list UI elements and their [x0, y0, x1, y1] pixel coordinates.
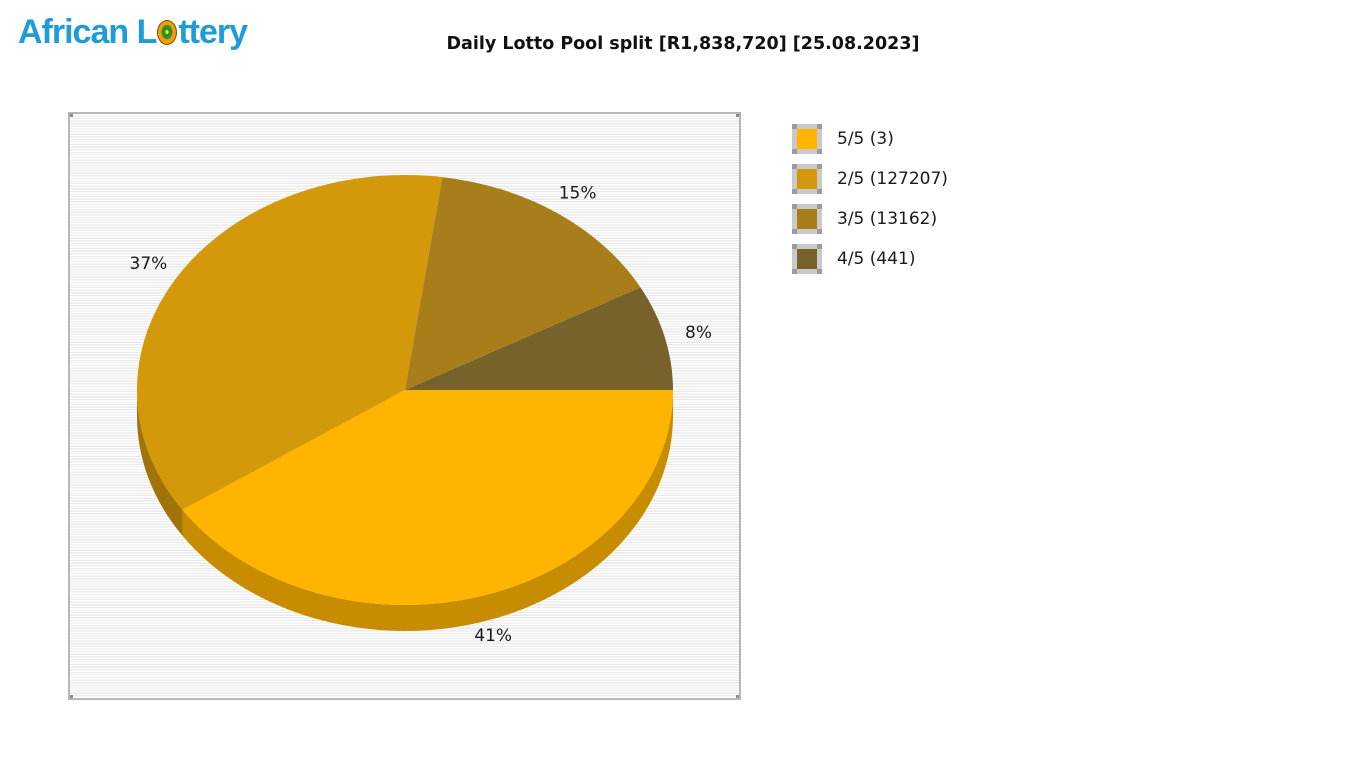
chart-legend: 5/5 (3) 2/5 (127207) 3/5 (13162) 4/5 (44…: [792, 124, 948, 284]
legend-item: 2/5 (127207): [792, 164, 948, 194]
pie-slice: [137, 174, 443, 510]
lottery-ball-icon: [157, 19, 178, 45]
pie-percent-label: 41%: [474, 626, 512, 646]
legend-swatch: [792, 164, 822, 194]
pie-slice: [405, 177, 641, 390]
site-logo[interactable]: African L ttery: [18, 10, 248, 52]
pie-percent-label: 8%: [685, 323, 712, 343]
legend-swatch-color: [797, 209, 817, 229]
legend-swatch-color: [797, 169, 817, 189]
legend-item: 5/5 (3): [792, 124, 948, 154]
pie-chart: 41% 37% 15% 8%: [130, 174, 712, 646]
legend-item: 4/5 (441): [792, 244, 948, 274]
pie-slice: [405, 287, 674, 390]
legend-label: 3/5 (13162): [837, 209, 938, 229]
pie-percent-label: 37%: [130, 254, 168, 274]
logo-text-before: African L: [18, 13, 157, 52]
legend-label: 2/5 (127207): [837, 169, 948, 189]
pie-slice: [137, 390, 183, 536]
pie-percent-label: 15%: [559, 183, 597, 203]
legend-label: 5/5 (3): [837, 129, 894, 149]
pie-slice: [182, 390, 673, 605]
legend-swatch: [792, 244, 822, 274]
legend-item: 3/5 (13162): [792, 204, 948, 234]
chart-plot-area: 41% 37% 15% 8%: [68, 112, 741, 700]
logo-text-after: ttery: [178, 13, 248, 52]
page-title: Daily Lotto Pool split [R1,838,720] [25.…: [446, 34, 920, 54]
legend-swatch: [792, 204, 822, 234]
pie-slice: [182, 390, 673, 631]
legend-swatch-color: [797, 129, 817, 149]
legend-swatch-color: [797, 249, 817, 269]
legend-swatch: [792, 124, 822, 154]
legend-label: 4/5 (441): [837, 249, 916, 269]
